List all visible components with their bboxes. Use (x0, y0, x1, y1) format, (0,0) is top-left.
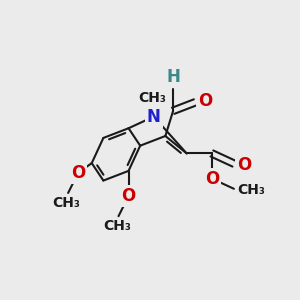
Text: CH₃: CH₃ (138, 92, 166, 105)
Text: O: O (237, 156, 251, 174)
Text: CH₃: CH₃ (52, 196, 80, 210)
Text: O: O (198, 92, 213, 110)
Text: N: N (147, 108, 161, 126)
Text: O: O (205, 169, 219, 188)
Text: O: O (71, 164, 85, 182)
Text: O: O (122, 187, 136, 205)
Text: H: H (166, 68, 180, 85)
Text: CH₃: CH₃ (237, 183, 265, 197)
Text: CH₃: CH₃ (103, 219, 131, 233)
